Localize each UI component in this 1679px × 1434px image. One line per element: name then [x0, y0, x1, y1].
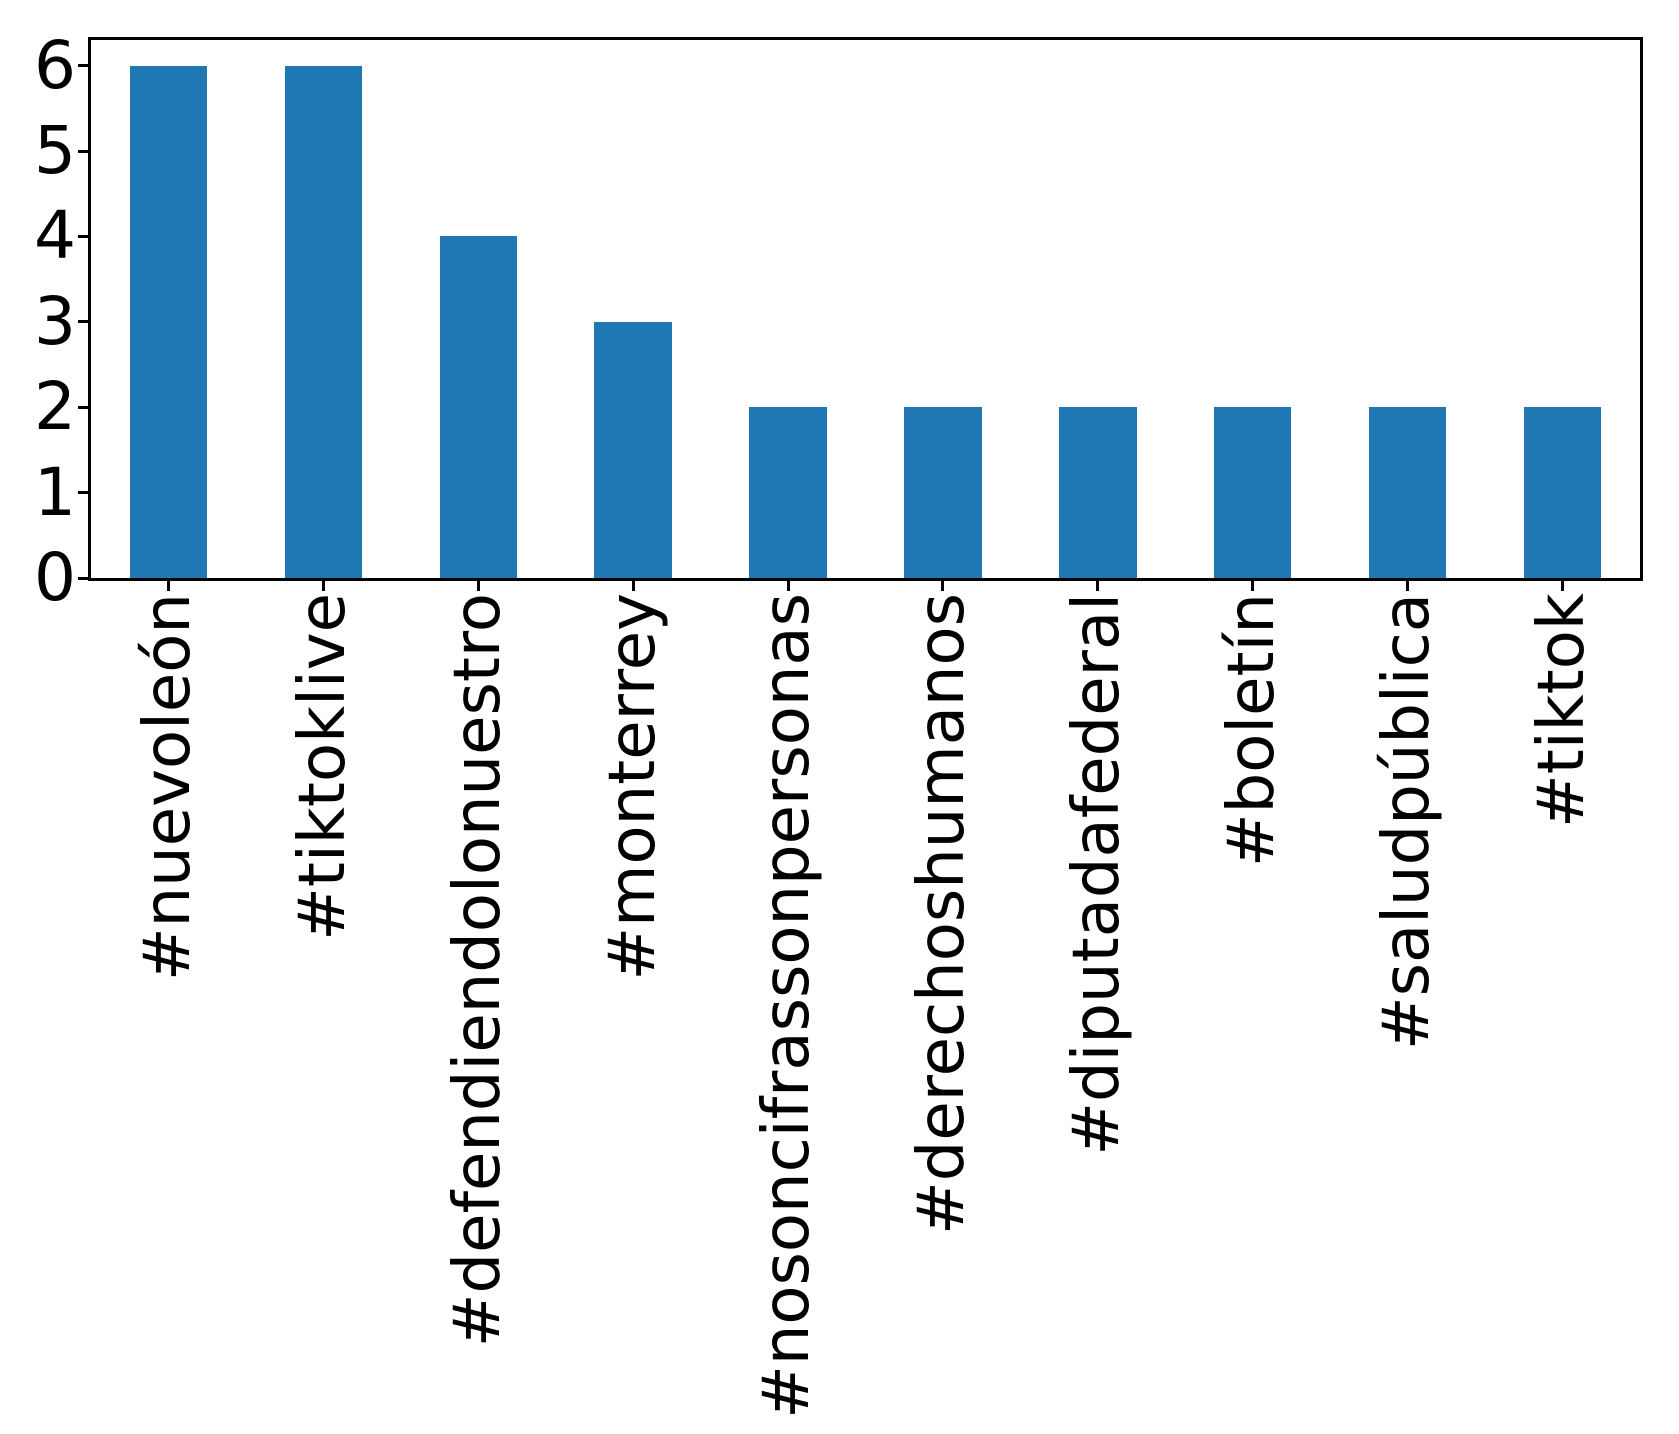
x-tick-label-cell: #diputadafederal: [1020, 593, 1175, 1419]
bar-#boletín: [1214, 407, 1292, 578]
x-tick-label: #derechoshumanos: [905, 593, 980, 1235]
x-tick-mark: [631, 581, 635, 591]
x-tick-label: #nuevoleón: [130, 593, 205, 982]
y-tick-mark: [78, 576, 88, 580]
bar-#derechoshumanos: [904, 407, 982, 578]
bar-#defendiendolonuestro: [439, 236, 517, 578]
y-tick-mark: [78, 234, 88, 238]
x-tick-mark: [321, 581, 325, 591]
x-tick-label-cell: #tiktok: [1485, 593, 1640, 1419]
bar-#monterrey: [594, 321, 672, 578]
x-tick-mark: [166, 581, 170, 591]
x-tick-label-cell: #monterrey: [556, 593, 711, 1419]
x-tick-mark: [476, 581, 480, 591]
x-tick-label-cell: #defendiendolonuestro: [401, 593, 556, 1419]
y-tick-mark: [78, 64, 88, 68]
plot-area: [88, 37, 1643, 581]
x-tick-mark: [1561, 581, 1565, 591]
y-tick-mark: [78, 149, 88, 153]
x-tick-mark: [786, 581, 790, 591]
x-tick-label-cell: #nosoncifrassonpersonas: [711, 593, 866, 1419]
y-tick-label: 1: [34, 453, 76, 531]
bar-#tiktoklive: [284, 65, 363, 578]
y-tick-label: 6: [34, 26, 76, 104]
x-tick-label-cell: #boletín: [1175, 593, 1330, 1419]
y-tick-label: 4: [34, 197, 76, 275]
x-tick-mark: [1096, 581, 1100, 591]
y-tick-label: 3: [34, 282, 76, 360]
x-tick-label-cell: #tiktoklive: [246, 593, 401, 1419]
x-tick-label-cell: #saludpública: [1330, 593, 1485, 1419]
y-tick-label: 0: [34, 539, 76, 616]
bar-#nuevoleón: [129, 65, 208, 578]
x-tick-label: #defendiendolonuestro: [440, 593, 515, 1348]
x-tick-label: #monterrey: [595, 593, 670, 981]
bars-layer: [91, 40, 1640, 578]
x-tick-label: #nosoncifrassonpersonas: [750, 593, 825, 1419]
bar-#tiktok: [1523, 407, 1602, 578]
x-tick-label: #saludpública: [1370, 593, 1445, 1050]
bar-#diputadafederal: [1059, 407, 1137, 578]
y-tick-mark: [78, 405, 88, 409]
y-tick-mark: [78, 320, 88, 324]
bar-#saludpública: [1368, 407, 1447, 578]
x-tick-mark: [1251, 581, 1255, 591]
x-tick-label: #diputadafederal: [1060, 593, 1135, 1156]
x-tick-label-cell: #nuevoleón: [91, 593, 246, 1419]
x-tick-labels: #nuevoleón #tiktoklive #defendiendolonuest…: [91, 593, 1640, 1419]
x-tick-label: #boletín: [1215, 593, 1290, 867]
x-tick-label: #tiktok: [1525, 593, 1600, 828]
x-tick-mark: [1406, 581, 1410, 591]
x-tick-mark: [941, 581, 945, 591]
y-tick-label: 5: [34, 112, 76, 190]
x-tick-label-cell: #derechoshumanos: [866, 593, 1021, 1419]
y-tick-mark: [78, 491, 88, 495]
bar-#nosoncifrassonpersonas: [749, 407, 827, 578]
x-tick-label: #tiktoklive: [285, 593, 360, 941]
y-tick-label: 2: [34, 368, 76, 446]
